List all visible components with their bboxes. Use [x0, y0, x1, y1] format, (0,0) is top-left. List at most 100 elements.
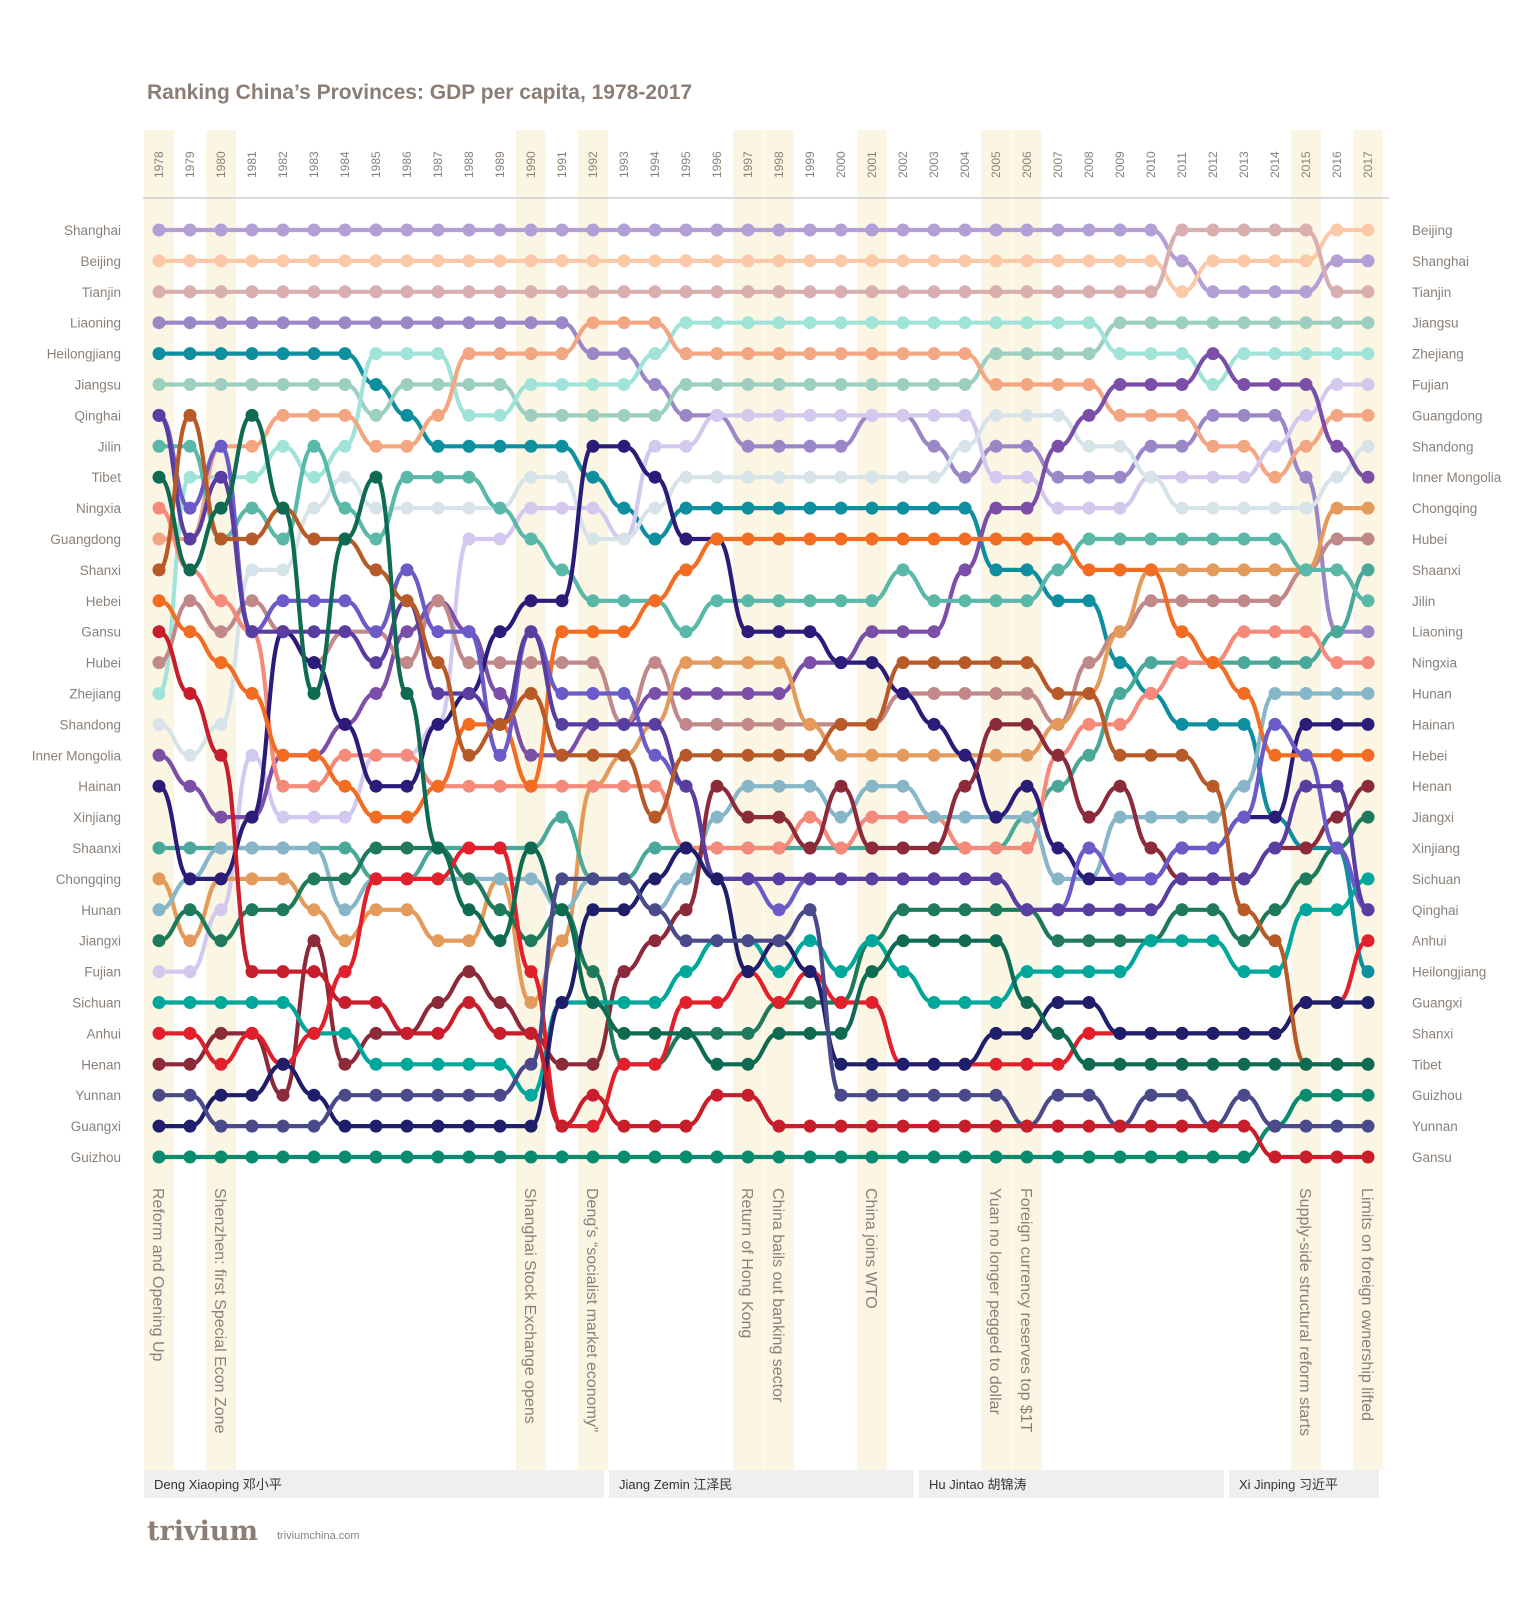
series-point	[524, 439, 538, 453]
series-point	[338, 810, 352, 824]
series-point	[462, 872, 476, 886]
series-point	[586, 408, 600, 422]
series-point	[431, 285, 445, 299]
series-point	[865, 316, 879, 330]
series-point	[803, 316, 817, 330]
series-point	[803, 872, 817, 886]
series-point	[1082, 347, 1096, 361]
series-point	[183, 872, 197, 886]
series-point	[1299, 378, 1313, 391]
series-point	[462, 223, 476, 237]
series-line	[156, 413, 1371, 1067]
series-point	[896, 841, 910, 855]
series-point	[865, 748, 879, 762]
series-point	[865, 934, 879, 948]
series-point	[1206, 1119, 1220, 1133]
series-point	[679, 532, 693, 546]
right-label: Inner Mongolia	[1412, 470, 1502, 485]
series-point	[1051, 285, 1065, 299]
series-point	[276, 316, 290, 330]
series-point	[307, 532, 321, 546]
series-point	[307, 378, 321, 391]
series-point	[1020, 594, 1034, 608]
series-point	[276, 439, 290, 453]
series-point	[1268, 687, 1282, 700]
right-label: Guangxi	[1412, 996, 1462, 1011]
series-point	[617, 532, 631, 546]
series-point	[524, 841, 538, 855]
series-point	[152, 378, 166, 391]
series-point	[1206, 1057, 1220, 1071]
series-point	[1237, 378, 1251, 391]
series-point	[741, 439, 755, 453]
series-point	[679, 470, 693, 484]
series-point	[555, 779, 569, 793]
series-point	[741, 934, 755, 948]
year-label-1986: 1986	[400, 151, 414, 178]
series-point	[369, 439, 383, 453]
site-link[interactable]: triviumchina.com	[277, 1530, 360, 1542]
series-point	[834, 748, 848, 762]
right-label: Fujian	[1412, 378, 1449, 393]
series-point	[493, 408, 507, 422]
series-point	[183, 532, 197, 546]
year-label-1979: 1979	[183, 151, 197, 178]
series-point	[1361, 439, 1375, 453]
series-point	[152, 717, 166, 731]
series-point	[1175, 532, 1189, 546]
series-point	[431, 347, 445, 361]
series-line	[156, 815, 1371, 1067]
series-point	[431, 501, 445, 515]
series-point	[958, 1088, 972, 1102]
year-label-1980: 1980	[214, 151, 228, 178]
series-point	[648, 903, 662, 917]
series-point	[741, 656, 755, 670]
series-point	[1144, 532, 1158, 546]
series-point	[1330, 532, 1344, 546]
series-point	[896, 470, 910, 484]
series-point	[1330, 408, 1344, 422]
series-point	[1237, 1150, 1251, 1164]
series-point	[1051, 439, 1065, 453]
year-label-1995: 1995	[679, 151, 693, 178]
series-point	[834, 656, 848, 670]
series-point	[152, 687, 166, 700]
series-point	[183, 625, 197, 639]
series-point	[555, 687, 569, 700]
series-point	[1206, 594, 1220, 608]
series-point	[1175, 439, 1189, 453]
series-point	[741, 408, 755, 422]
series-point	[400, 285, 414, 299]
series-point	[958, 748, 972, 762]
leader-label: Deng Xiaoping 邓小平	[154, 1477, 282, 1492]
series-point	[710, 1057, 724, 1071]
series-point	[741, 594, 755, 608]
series-point	[1268, 223, 1282, 237]
series-point	[834, 1150, 848, 1164]
series-point	[927, 254, 941, 268]
series-point	[152, 1088, 166, 1102]
series-point	[896, 1119, 910, 1133]
series-point	[524, 470, 538, 484]
left-label: Shandong	[59, 717, 121, 732]
series-point	[1082, 687, 1096, 700]
series-point	[214, 1119, 228, 1133]
series-point	[152, 316, 166, 330]
series-line	[156, 876, 1371, 1129]
series-point	[1330, 717, 1344, 731]
series-point	[369, 903, 383, 917]
series-point	[617, 687, 631, 700]
series-point	[772, 285, 786, 299]
series-point	[1237, 470, 1251, 484]
series-point	[276, 501, 290, 515]
series-point	[1020, 965, 1034, 979]
series-point	[834, 254, 848, 268]
series-point	[1020, 687, 1034, 700]
series-line	[156, 227, 1371, 294]
series-point	[524, 872, 538, 886]
series-point	[462, 470, 476, 484]
series-point	[772, 347, 786, 361]
series-point	[555, 347, 569, 361]
series-point	[617, 717, 631, 731]
series-point	[1144, 1150, 1158, 1164]
